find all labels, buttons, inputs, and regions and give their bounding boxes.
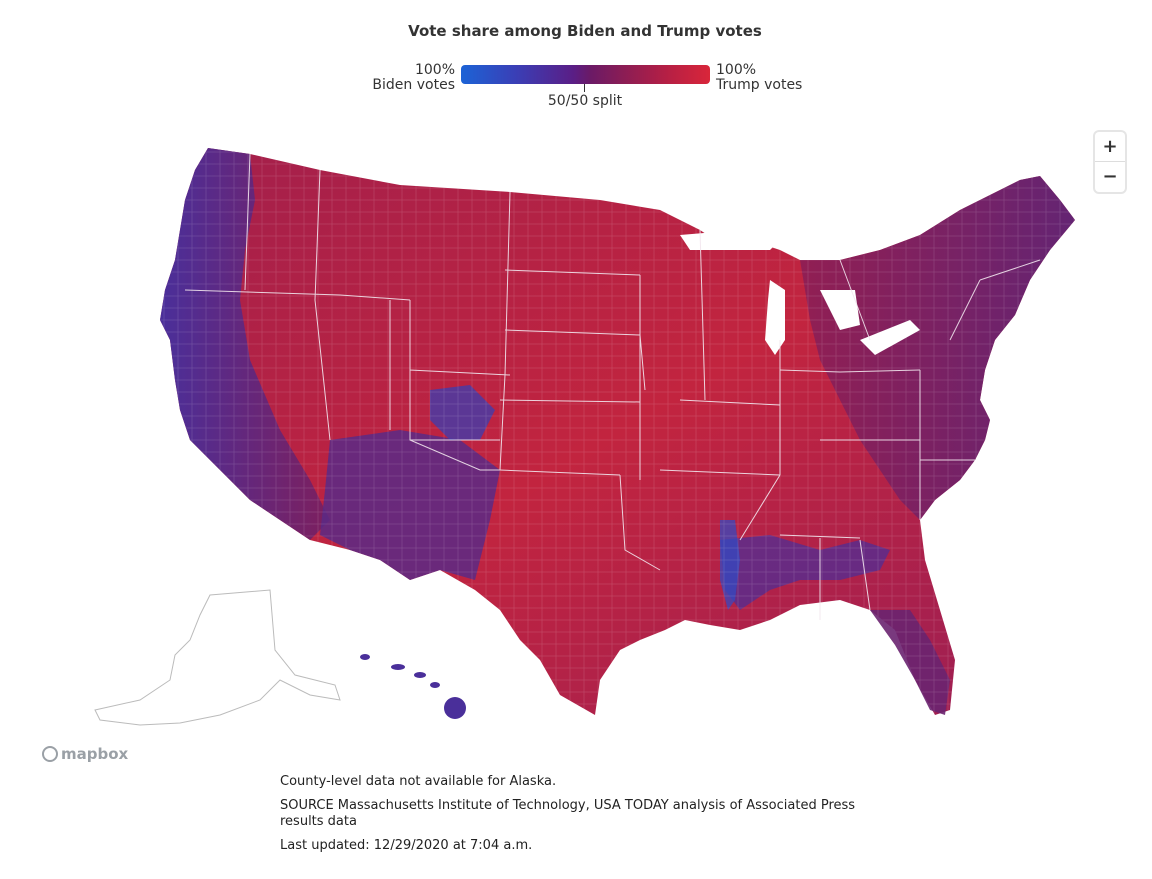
footnotes: County-level data not available for Alas… — [280, 774, 880, 862]
county-map[interactable] — [80, 140, 1090, 740]
mapbox-icon — [42, 746, 58, 762]
alaska-note: County-level data not available for Alas… — [280, 774, 557, 789]
hawaii-islands — [360, 654, 466, 719]
zoom-out-button[interactable]: − — [1102, 166, 1118, 187]
legend-biden-label: 100% Biden votes — [372, 63, 455, 93]
updated-note: Last updated: 12/29/2020 at 7:04 a.m. — [280, 838, 533, 853]
mapbox-logo-text: mapbox — [61, 745, 129, 763]
legend-trump-pct: 100% — [716, 62, 757, 78]
legend-biden-text: Biden votes — [372, 77, 455, 93]
legend-split-label: 50/50 split — [547, 93, 623, 109]
mapbox-attribution[interactable]: mapbox — [42, 745, 128, 763]
legend-trump-label: 100% Trump votes — [716, 63, 802, 93]
legend-midpoint-tick — [584, 84, 585, 92]
map-svg — [94, 148, 1075, 726]
legend-trump-text: Trump votes — [716, 77, 803, 93]
chart-title: Vote share among Biden and Trump votes — [408, 22, 762, 40]
state-borders — [184, 153, 1041, 620]
county-grid-overlay — [160, 148, 1075, 715]
legend-color-scale — [461, 65, 710, 84]
alaska-outline — [94, 589, 341, 726]
legend-biden-pct: 100% — [414, 62, 455, 78]
zoom-in-button[interactable]: + — [1095, 132, 1125, 162]
source-note: SOURCE Massachusetts Institute of Techno… — [280, 798, 856, 829]
zoom-control: + − — [1095, 132, 1125, 192]
